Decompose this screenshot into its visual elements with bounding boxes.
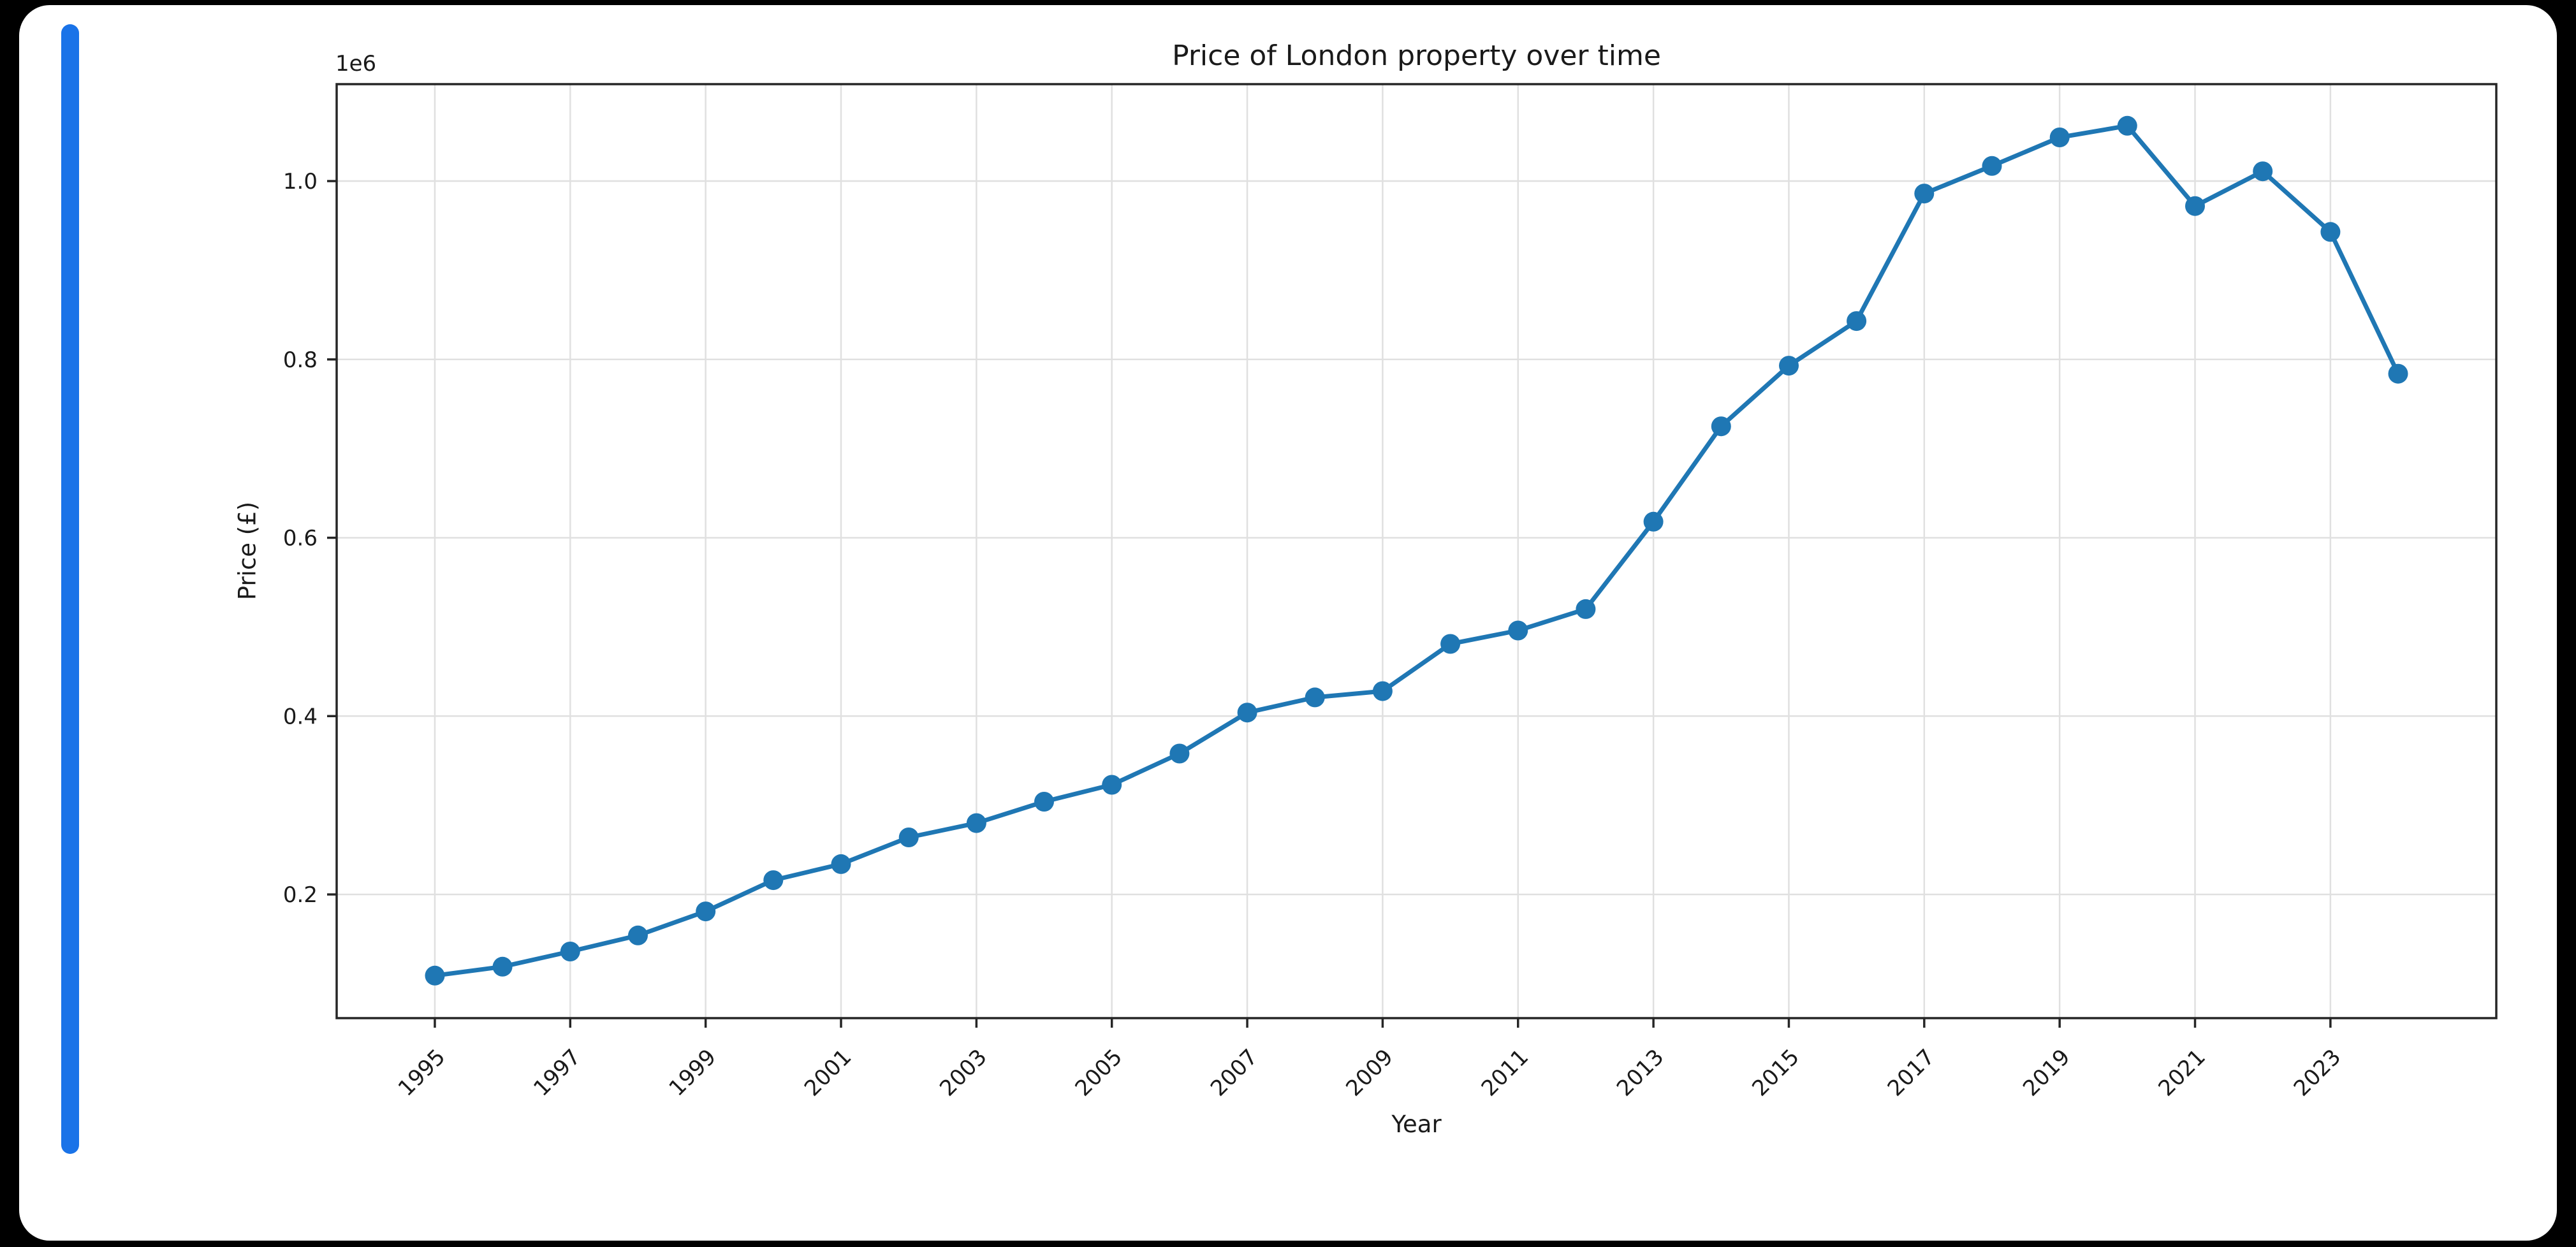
- data-point-2022: [2253, 161, 2273, 182]
- x-tick-label: 2019: [2018, 1044, 2075, 1101]
- data-point-2009: [1372, 681, 1393, 701]
- x-tick-label: 2015: [1747, 1044, 1804, 1101]
- y-axis-offset-label: 1e6: [335, 51, 377, 77]
- chart-title: Price of London property over time: [1172, 40, 1661, 72]
- data-point-2006: [1169, 743, 1190, 764]
- y-tick-label: 1.0: [283, 169, 318, 194]
- data-point-2020: [2117, 115, 2137, 136]
- x-tick-label: 1997: [529, 1044, 585, 1101]
- data-point-1997: [560, 942, 580, 961]
- data-point-1999: [696, 901, 716, 922]
- x-tick-label: 2021: [2153, 1044, 2210, 1101]
- x-tick-label: 2009: [1341, 1044, 1398, 1101]
- y-tick-label: 0.6: [283, 526, 318, 551]
- data-point-2003: [966, 813, 986, 833]
- y-axis-label: Price (£): [233, 501, 261, 601]
- data-point-2024: [2388, 363, 2408, 384]
- x-tick-label: 1995: [393, 1044, 450, 1101]
- data-point-2007: [1237, 703, 1257, 723]
- data-point-2011: [1508, 620, 1528, 641]
- data-point-1995: [425, 965, 445, 986]
- data-point-2015: [1779, 356, 1799, 376]
- data-point-2013: [1643, 511, 1664, 532]
- x-tick-label: 1999: [664, 1044, 721, 1101]
- data-point-2008: [1305, 687, 1325, 708]
- data-point-2001: [831, 854, 851, 874]
- data-point-2017: [1914, 184, 1935, 204]
- data-point-2000: [763, 870, 784, 891]
- data-point-1996: [492, 956, 513, 977]
- x-tick-label: 2005: [1071, 1044, 1127, 1101]
- data-point-2014: [1711, 416, 1731, 437]
- data-point-2018: [1982, 156, 2002, 176]
- y-tick-label: 0.8: [283, 347, 318, 373]
- x-tick-label: 2023: [2289, 1044, 2346, 1101]
- data-point-2002: [898, 828, 919, 847]
- x-tick-label: 2007: [1206, 1044, 1262, 1101]
- x-tick-label: 2013: [1612, 1044, 1669, 1101]
- data-point-2012: [1576, 599, 1596, 619]
- x-tick-label: 2003: [935, 1044, 992, 1101]
- x-axis-label: Year: [1391, 1111, 1442, 1138]
- data-point-2004: [1034, 792, 1054, 812]
- price-line: [432, 123, 2401, 978]
- data-point-2023: [2320, 222, 2341, 242]
- cell-selection-bar[interactable]: [61, 24, 79, 1154]
- data-point-2019: [2049, 128, 2070, 147]
- x-tick-label: 2001: [800, 1044, 856, 1101]
- data-point-2016: [1847, 311, 1867, 332]
- data-point-2021: [2185, 196, 2205, 216]
- x-tick-label: 2011: [1477, 1044, 1533, 1101]
- x-tick-label: 2017: [1883, 1044, 1940, 1101]
- y-tick-label: 0.4: [283, 704, 318, 729]
- y-tick-label: 0.2: [283, 882, 318, 908]
- data-point-2010: [1440, 634, 1461, 654]
- data-point-2005: [1102, 775, 1122, 795]
- plot-border: [335, 83, 2498, 1019]
- data-point-1998: [628, 925, 648, 945]
- notebook-cell-card: [19, 5, 2557, 1241]
